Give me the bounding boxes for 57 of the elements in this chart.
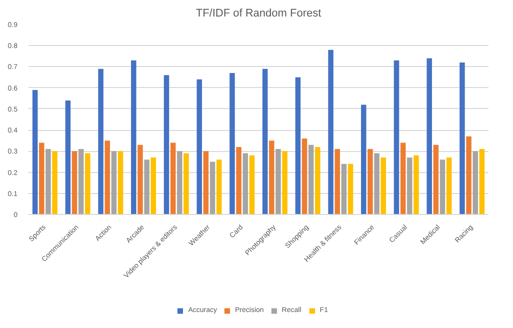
bar: [295, 77, 301, 214]
chart-title: TF/IDF of Random Forest: [196, 8, 322, 20]
bar: [52, 151, 58, 214]
bar: [380, 158, 386, 214]
bar: [394, 60, 400, 214]
bar: [400, 142, 406, 214]
bar: [282, 151, 288, 214]
bar: [164, 75, 170, 214]
bar: [262, 68, 268, 214]
bar: [46, 149, 51, 214]
bar: [407, 158, 412, 214]
bar: [348, 164, 354, 214]
bar: [184, 153, 189, 214]
bar: [131, 60, 136, 214]
bar: [111, 151, 117, 214]
bar: [361, 104, 366, 214]
bar: [341, 164, 347, 214]
bar: [230, 73, 235, 214]
bar: [433, 144, 439, 214]
bar: [334, 149, 340, 214]
bar: [242, 153, 248, 214]
bar: [78, 149, 84, 214]
bar: [118, 151, 124, 214]
bar: [104, 140, 110, 214]
bar: [479, 149, 485, 214]
bar: [276, 149, 281, 214]
bar: [196, 79, 202, 214]
bar: [269, 140, 274, 214]
bar: [414, 155, 419, 214]
bar: [65, 100, 71, 214]
bar: [150, 158, 156, 214]
bar: [472, 151, 478, 214]
bar: [466, 136, 472, 214]
bar: [374, 153, 380, 214]
bar: [203, 151, 209, 214]
bar: [426, 58, 432, 214]
bar: [39, 142, 44, 214]
bar: [210, 162, 216, 214]
bar: [302, 138, 308, 214]
bar: [440, 160, 446, 214]
bar: [249, 155, 255, 214]
bar: [170, 142, 176, 214]
bar: [98, 68, 104, 214]
bar: [236, 146, 242, 214]
bar: [177, 151, 182, 214]
bar: [315, 146, 320, 214]
bar: [328, 50, 334, 214]
bar: [308, 144, 314, 214]
bar: [144, 160, 150, 214]
bar: [72, 151, 78, 214]
bar: [460, 62, 465, 214]
bar: [368, 149, 373, 214]
bar: [446, 158, 452, 214]
bar: [85, 153, 90, 214]
bar: [32, 90, 38, 214]
bar: [216, 160, 222, 214]
bar: [138, 144, 143, 214]
